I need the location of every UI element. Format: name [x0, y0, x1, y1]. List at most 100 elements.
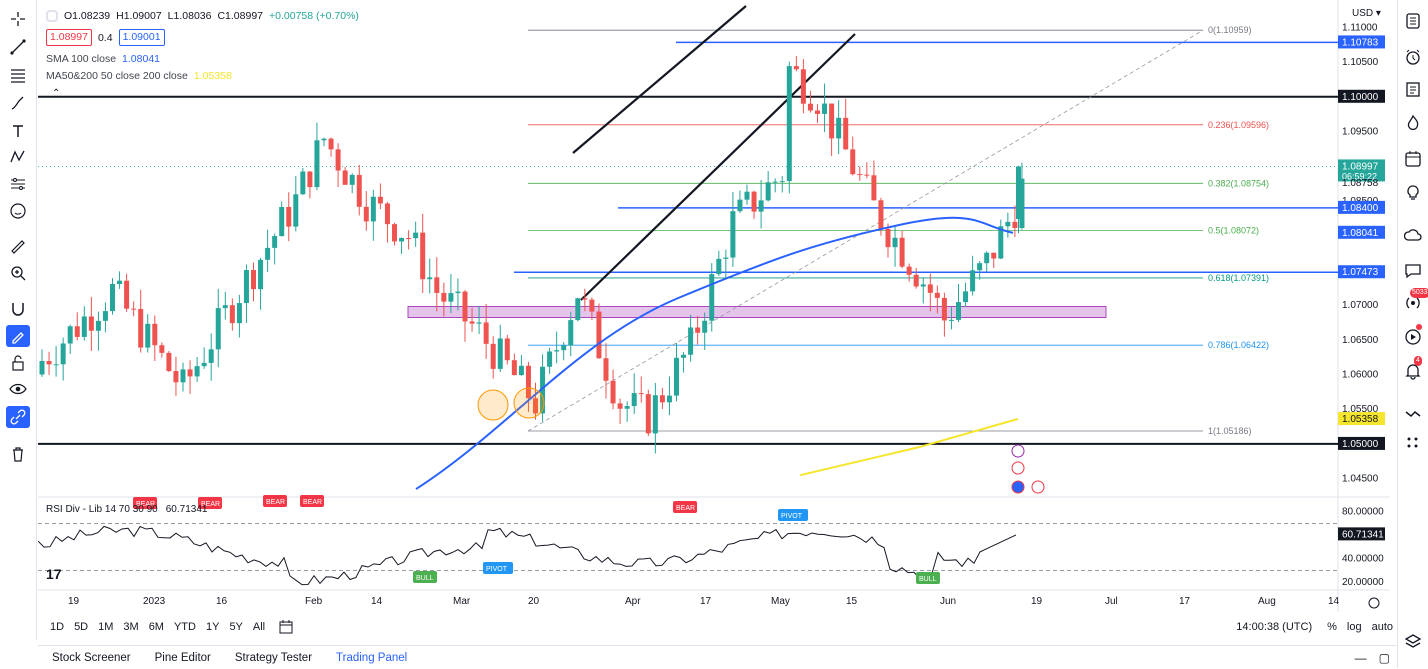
candle-body [659, 395, 665, 403]
rsi-marker-label: BULL [416, 575, 434, 582]
rsi-marker-label: BEAR [201, 501, 220, 508]
visibility-dot-icon[interactable] [46, 10, 58, 22]
candle-body [46, 361, 52, 365]
trash-icon[interactable] [6, 443, 30, 465]
candle-body [963, 291, 969, 303]
data-window-icon[interactable] [1402, 78, 1424, 100]
sma-legend[interactable]: SMA 100 close 1.08041 [46, 53, 160, 65]
ideas-stream-icon[interactable] [1402, 226, 1424, 248]
replay-icon[interactable] [1402, 324, 1424, 348]
candle-body [927, 284, 933, 293]
tf-all[interactable]: All [252, 621, 266, 633]
candle-body [1012, 221, 1018, 229]
rsi-value-box [1338, 527, 1385, 541]
collapse-legend-icon[interactable]: ⌃ [52, 88, 61, 99]
alarm-clock-icon[interactable] [1402, 46, 1424, 68]
tf-3m[interactable]: 3M [123, 621, 139, 633]
sell-price-button[interactable]: 1.08997 [46, 29, 92, 46]
candle-body [392, 224, 397, 242]
rsi-value: 60.71341 [165, 504, 208, 515]
candle-body [180, 369, 186, 383]
rsi-tick-label: 20.00000 [1342, 577, 1384, 588]
tab-trading-panel[interactable]: Trading Panel [336, 651, 408, 664]
buy-price-button[interactable]: 1.09001 [118, 29, 165, 46]
tab-strategy-tester[interactable]: Strategy Tester [234, 651, 313, 664]
layers-icon[interactable] [1402, 630, 1424, 652]
rsi-marker-label: BULL [919, 576, 937, 583]
ruler-icon[interactable] [6, 236, 30, 258]
close-value: C1.08997 [217, 10, 264, 22]
prediction-icon[interactable] [6, 173, 30, 195]
candle-body [779, 181, 785, 183]
link-icon[interactable] [6, 406, 30, 428]
candle-body [568, 320, 574, 346]
tf-1d[interactable]: 1D [50, 621, 65, 633]
candle-body [363, 206, 369, 222]
price-chart[interactable]: 0(1.10959) 0.236(1.09596) 0.382(1.08754) 0.… [38, 0, 1390, 612]
tf-6m[interactable]: 6M [148, 621, 164, 633]
tf-1m[interactable]: 1M [98, 621, 114, 633]
candle-body [899, 237, 905, 267]
emoji-icon[interactable] [6, 200, 30, 222]
candle-body [117, 280, 123, 285]
tab-stock-screener[interactable]: Stock Screener [52, 651, 131, 664]
pattern-icon[interactable] [6, 146, 30, 168]
price-label-box [1338, 89, 1385, 103]
price-label-text: 1.08758 [1342, 178, 1379, 189]
candle-body [145, 323, 151, 348]
candle-body [829, 103, 835, 139]
crosshair-icon[interactable] [6, 8, 30, 30]
lightbulb-icon[interactable] [1402, 182, 1424, 204]
tf-5d[interactable]: 5D [74, 621, 89, 633]
candle-body [427, 277, 433, 280]
more-apps-icon[interactable] [1402, 432, 1424, 454]
minimize-panel-icon[interactable]: — [1354, 650, 1367, 665]
candle-body [575, 298, 581, 321]
eye-icon[interactable] [6, 378, 30, 400]
fib-retracement-icon[interactable] [6, 64, 30, 86]
trend-chart-icon[interactable] [1402, 402, 1424, 424]
notifications-icon[interactable]: 4 [1402, 356, 1424, 382]
brush-icon[interactable] [6, 92, 30, 114]
clock[interactable]: 14:00:38 (UTC) [1236, 621, 1313, 633]
zoom-in-icon[interactable] [6, 262, 30, 284]
text-icon[interactable] [6, 120, 30, 142]
percent-scale-toggle[interactable]: % [1327, 621, 1337, 633]
candle-body [279, 206, 285, 237]
candle-body [95, 320, 101, 331]
countdown-label: 06:59:22 [1342, 171, 1377, 181]
price-tick-label: 1.06000 [1342, 370, 1379, 381]
candle-body [822, 103, 828, 114]
lock-drawing-icon[interactable] [6, 325, 30, 347]
lock-icon[interactable] [6, 352, 30, 374]
rsi-legend[interactable]: RSI Div - Lib 14 70 30 90 60.71341 [46, 504, 207, 515]
goto-date-icon[interactable] [278, 620, 294, 634]
candle-body [300, 171, 306, 195]
price-label-text: 1.07473 [1342, 267, 1379, 278]
log-scale-toggle[interactable]: log [1346, 621, 1362, 633]
rsi-marker-label: PIVOT [486, 566, 508, 573]
candle-body [716, 258, 722, 275]
tf-1y[interactable]: 1Y [205, 621, 220, 633]
chat-icon[interactable] [1402, 260, 1424, 282]
tf-5y[interactable]: 5Y [229, 621, 243, 633]
tab-pine-editor[interactable]: Pine Editor [154, 651, 211, 664]
magnet-icon[interactable] [6, 298, 30, 320]
hotlist-icon[interactable] [1402, 112, 1424, 134]
currency-selector[interactable]: USD ▾ [1352, 8, 1381, 19]
tf-ytd[interactable]: YTD [173, 621, 196, 633]
time-axis-label: Apr [625, 596, 641, 607]
candle-body [243, 270, 249, 304]
candle-body [941, 297, 947, 321]
auto-scale-toggle[interactable]: auto [1371, 621, 1393, 633]
ma-legend[interactable]: MA50&200 50 close 200 close 1.05358 [46, 70, 232, 82]
candle-body [533, 398, 538, 414]
calendar-icon[interactable] [1402, 148, 1424, 170]
quote-boxes: 1.08997 0.4 1.09001 [46, 29, 165, 46]
trendline-icon[interactable] [6, 36, 30, 58]
watchlist-icon[interactable] [1402, 10, 1424, 32]
price-label-box [1338, 225, 1385, 239]
maximize-panel-icon[interactable]: ▢ [1378, 650, 1390, 665]
streams-icon[interactable]: 5033 [1402, 288, 1428, 314]
price-label-text: 1.05000 [1342, 439, 1379, 450]
